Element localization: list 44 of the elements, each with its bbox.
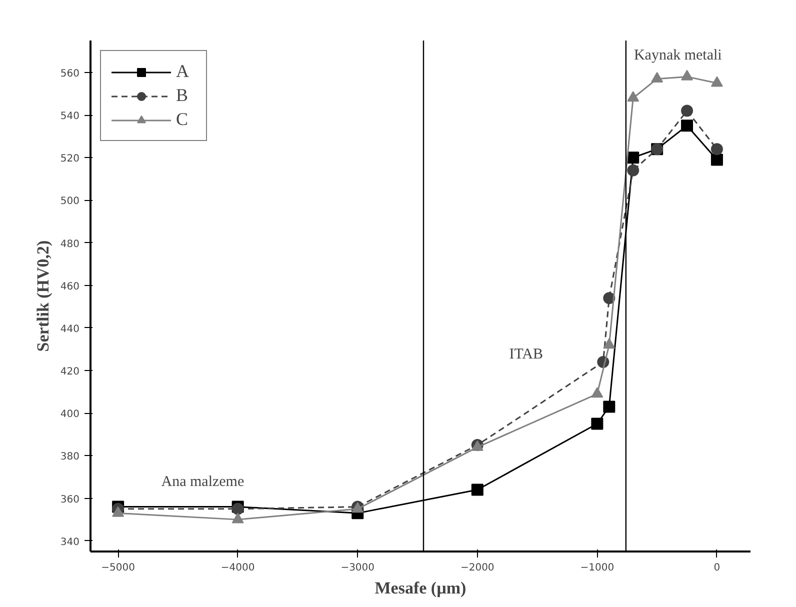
- y-tick-label: 560: [60, 68, 80, 80]
- y-tick-label: 400: [60, 409, 80, 420]
- y-tick-label: 360: [60, 494, 80, 506]
- point: [112, 506, 124, 517]
- point: [681, 120, 694, 132]
- annotation: ITAB: [509, 346, 543, 362]
- y-tick-label: 480: [60, 238, 80, 250]
- x-tick-label: −3000: [340, 562, 375, 574]
- y-tick-label: 420: [60, 366, 80, 378]
- point: [591, 418, 604, 430]
- y-tick-label: 440: [60, 324, 80, 335]
- x-tick-label: −2000: [460, 562, 494, 574]
- legend-label: B: [176, 85, 190, 106]
- point: [710, 76, 723, 87]
- point: [603, 338, 616, 349]
- x-tick-label: −1000: [580, 562, 614, 574]
- y-tick-label: 540: [60, 111, 80, 122]
- annotation: Ana malzeme: [161, 474, 244, 490]
- x-tick-label: −5000: [101, 562, 135, 574]
- annotation: Kaynak metali: [634, 47, 722, 64]
- x-tick-label: 0: [714, 562, 720, 574]
- y-tick-label: 520: [60, 154, 80, 165]
- y-tick-label: 380: [60, 452, 80, 463]
- point: [651, 72, 664, 82]
- point: [710, 143, 723, 156]
- point: [627, 91, 640, 102]
- x-axis-title: Mesafe (µm): [374, 578, 466, 598]
- y-tick-label: 340: [60, 536, 80, 548]
- point: [681, 104, 694, 117]
- point: [627, 164, 640, 176]
- point: [232, 512, 244, 524]
- point: [603, 400, 616, 413]
- legend-label: C: [176, 109, 190, 130]
- point: [710, 154, 723, 166]
- point: [603, 292, 616, 304]
- y-axis-title: Sertlik (HV0,2): [33, 240, 52, 352]
- legend-label: A: [176, 61, 190, 82]
- point: [681, 70, 694, 80]
- y-tick-label: 500: [60, 196, 80, 208]
- point: [627, 152, 640, 164]
- point: [471, 484, 484, 496]
- y-tick-label: 460: [60, 281, 80, 292]
- x-tick-label: −4000: [220, 562, 255, 574]
- point: [591, 387, 604, 398]
